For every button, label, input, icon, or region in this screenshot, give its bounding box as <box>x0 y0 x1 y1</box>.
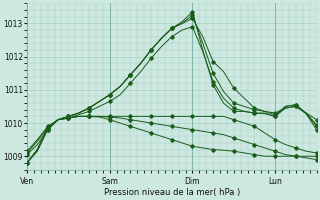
X-axis label: Pression niveau de la mer( hPa ): Pression niveau de la mer( hPa ) <box>104 188 240 197</box>
